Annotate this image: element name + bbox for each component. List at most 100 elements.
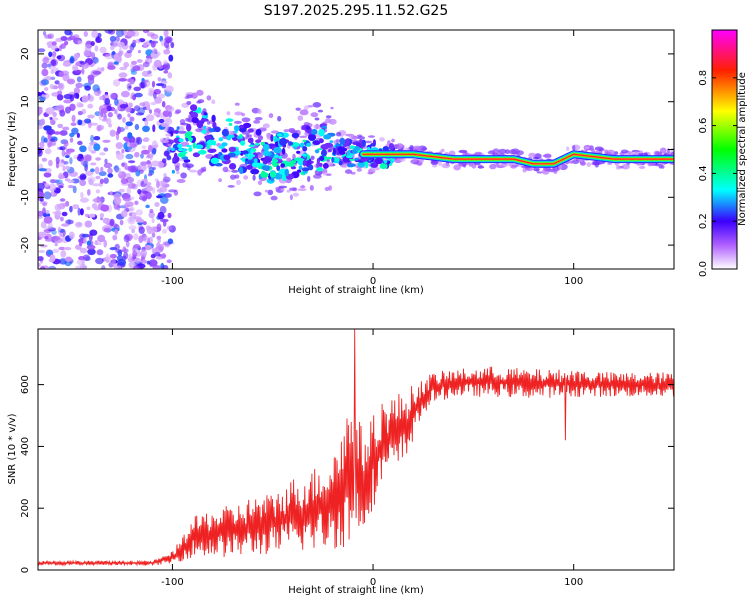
spectrogram-noise-blob xyxy=(106,118,112,125)
spectrogram-noise-blob xyxy=(51,117,59,121)
spectrogram-noise-blob xyxy=(52,111,57,118)
spectrogram-signal-blob xyxy=(204,135,212,140)
spectrogram-faint-blob xyxy=(532,156,540,160)
spectrogram-noise-blob xyxy=(161,228,168,234)
spectrogram-noise-blob xyxy=(114,109,118,115)
spectrogram-faint-blob xyxy=(234,174,240,179)
spectrogram-signal-blob xyxy=(314,149,320,154)
spectrogram-noise-blob xyxy=(74,53,80,59)
spectrogram-noise-blob xyxy=(69,137,74,143)
spectrogram-faint-blob xyxy=(252,174,256,181)
spectrogram-hot-spot xyxy=(239,133,243,138)
spectrogram-noise-blob xyxy=(117,41,125,48)
spectrogram-noise-blob xyxy=(151,248,156,253)
spectrogram-noise-blob xyxy=(49,254,56,262)
spectrogram-noise-blob xyxy=(109,247,117,251)
spectrogram-faint-blob xyxy=(299,185,306,189)
spectrogram-faint-blob xyxy=(193,92,197,99)
spectrogram-faint-blob xyxy=(438,161,442,167)
spectrogram-noise-blob xyxy=(157,93,166,99)
spectrogram-noise-blob xyxy=(43,183,50,188)
spectrogram-noise-blob xyxy=(53,131,61,135)
spectrogram-hot-spot xyxy=(335,157,340,162)
spectrogram-noise-blob xyxy=(126,186,132,195)
spectrogram-signal-blob xyxy=(277,133,282,137)
snr-ytick-label: 600 xyxy=(20,375,31,394)
spectrogram-noise-blob xyxy=(134,151,140,158)
spectrogram-noise-blob xyxy=(84,213,90,218)
spectrogram-noise-blob xyxy=(96,249,104,256)
spectrogram-signal-blob xyxy=(276,165,281,172)
spectrogram-faint-blob xyxy=(324,186,330,192)
colorbar-tick-label: 0.8 xyxy=(698,70,709,86)
spectrogram-noise-blob xyxy=(152,124,156,133)
spectrogram-noise-blob xyxy=(76,102,82,108)
spectrogram-noise-blob xyxy=(156,195,163,199)
spectrogram-signal-blob xyxy=(172,157,176,163)
spectrogram-noise-blob xyxy=(100,107,108,114)
colorbar-tick-label: 0.2 xyxy=(698,213,709,229)
spectrogram-faint-blob xyxy=(310,155,315,160)
spectrogram-signal-blob xyxy=(228,146,237,152)
spectrogram-noise-blob xyxy=(135,137,140,144)
spectrogram-faint-blob xyxy=(364,140,373,144)
spectrogram-hot-spot xyxy=(349,145,355,150)
spectrogram-faint-blob xyxy=(313,124,322,130)
spectrogram-signal-blob xyxy=(319,156,325,161)
spectrogram-noise-blob xyxy=(84,155,92,162)
spectrogram-faint-blob xyxy=(177,130,187,134)
spectrogram-noise-blob xyxy=(39,141,45,149)
spectrogram-noise-blob xyxy=(133,86,141,92)
spectrogram-signal-blob xyxy=(383,160,388,164)
spectrogram-noise-blob xyxy=(145,114,155,122)
spectrogram-faint-blob xyxy=(234,111,243,116)
spectrogram-noise-blob xyxy=(87,114,95,119)
spectrogram-noise-blob xyxy=(90,168,95,173)
spectrogram-signal-blob xyxy=(280,163,286,168)
spectrogram-signal-blob xyxy=(270,134,274,142)
spectrogram-noise-blob xyxy=(133,233,139,241)
spectrogram-noise-blob xyxy=(62,126,70,131)
spectrogram-noise-blob xyxy=(162,158,167,164)
colorbar-tick-label: 0.0 xyxy=(698,261,709,277)
spectrogram-signal-blob xyxy=(255,139,262,143)
spectrogram-noise-blob xyxy=(148,211,155,219)
spectrogram-hot-spot xyxy=(181,148,188,152)
spectrogram-noise-blob xyxy=(152,48,158,54)
spectrogram-noise-blob xyxy=(153,112,159,116)
spectrogram-signal-blob xyxy=(263,150,270,156)
spectrogram-signal-blob xyxy=(302,167,310,172)
spectrogram-noise-blob xyxy=(154,96,163,104)
spectrogram-signal-blob xyxy=(229,134,235,138)
spectrogram-noise-blob xyxy=(133,265,141,269)
spectrogram-noise-blob xyxy=(55,156,60,165)
spectrogram-hot-spot xyxy=(254,143,260,146)
spectrogram-noise-blob xyxy=(61,211,68,217)
spectrogram-noise-blob xyxy=(148,87,155,94)
spectrogram-noise-blob xyxy=(149,152,153,161)
spectrogram-noise-blob xyxy=(122,246,127,253)
spectrogram-noise-blob xyxy=(56,55,62,60)
spectrogram-noise-blob xyxy=(100,204,110,212)
spectrogram-noise-blob xyxy=(96,125,102,132)
spectrogram-noise-blob xyxy=(95,189,100,194)
spectrogram-faint-blob xyxy=(592,160,599,165)
spectrogram-faint-blob xyxy=(262,123,270,129)
spectrogram-noise-blob xyxy=(166,225,173,231)
spectrogram-signal-blob xyxy=(191,117,199,124)
spectrogram-noise-blob xyxy=(79,247,88,254)
spectrogram-signal-blob xyxy=(391,157,395,162)
spectrogram-noise-blob xyxy=(115,132,120,141)
spectrogram-faint-blob xyxy=(357,136,366,140)
spectrogram-faint-blob xyxy=(671,151,674,156)
spectrogram-noise-blob xyxy=(46,250,53,256)
spectrogram-noise-blob xyxy=(69,205,73,213)
spectrogram-noise-blob xyxy=(125,106,131,113)
spectrogram-noise-blob xyxy=(149,209,154,213)
spectrogram-noise-blob xyxy=(56,94,64,101)
spectrogram-noise-blob xyxy=(122,197,132,202)
spectrogram-noise-blob xyxy=(127,132,133,139)
spectrogram-signal-blob xyxy=(296,169,301,173)
spectrogram-noise-blob xyxy=(63,99,72,104)
